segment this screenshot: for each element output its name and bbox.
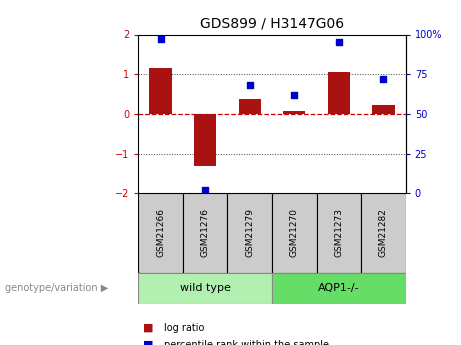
Bar	[138, 193, 183, 273]
Text: GSM21276: GSM21276	[201, 208, 210, 257]
Title: GDS899 / H3147G06: GDS899 / H3147G06	[200, 17, 344, 31]
Text: AQP1-/-: AQP1-/-	[318, 283, 360, 293]
Point	[246, 82, 254, 88]
Bar	[138, 273, 272, 304]
Point	[201, 187, 209, 193]
Bar	[372, 105, 395, 114]
Text: ■: ■	[143, 323, 154, 333]
Text: genotype/variation ▶: genotype/variation ▶	[5, 283, 108, 293]
Bar	[283, 111, 306, 114]
Point	[335, 40, 343, 45]
Bar	[227, 193, 272, 273]
Bar	[183, 193, 227, 273]
Bar	[328, 72, 350, 114]
Text: GSM21270: GSM21270	[290, 208, 299, 257]
Text: log ratio: log ratio	[164, 323, 204, 333]
Text: percentile rank within the sample: percentile rank within the sample	[164, 340, 329, 345]
Point	[380, 76, 387, 82]
Text: ■: ■	[143, 340, 154, 345]
Text: wild type: wild type	[180, 283, 230, 293]
Bar	[149, 68, 171, 114]
Text: GSM21273: GSM21273	[334, 208, 343, 257]
Text: GSM21266: GSM21266	[156, 208, 165, 257]
Bar	[361, 193, 406, 273]
Text: GSM21282: GSM21282	[379, 208, 388, 257]
Bar	[317, 193, 361, 273]
Point	[290, 92, 298, 98]
Text: GSM21279: GSM21279	[245, 208, 254, 257]
Bar	[272, 193, 317, 273]
Bar	[239, 99, 261, 114]
Point	[157, 37, 164, 42]
Bar	[272, 273, 406, 304]
Bar	[194, 114, 216, 166]
